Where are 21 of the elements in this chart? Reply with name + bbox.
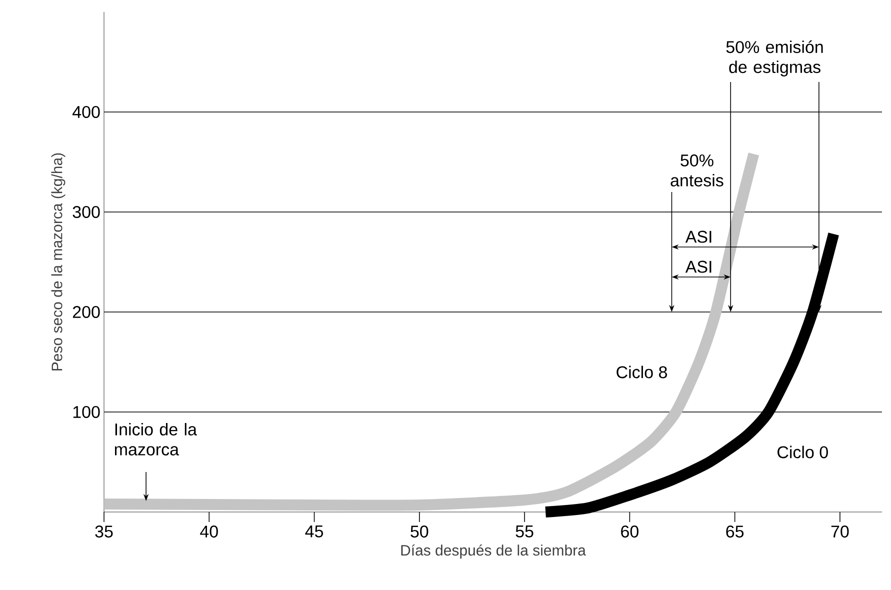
x-tick-label: 50 xyxy=(410,526,428,538)
annotation: Inicio de la mazorca xyxy=(114,422,197,456)
x-tick-label: 60 xyxy=(621,526,638,538)
x-tick-label: 45 xyxy=(305,526,324,538)
series-label: Ciclo 0 xyxy=(778,446,828,458)
annotation: 50% emisión de estigmas xyxy=(726,40,823,76)
y-tick-label: 400 xyxy=(72,106,100,118)
x-axis-title: Días después de la siembra xyxy=(401,544,586,559)
x-tick-label: 55 xyxy=(516,526,534,538)
x-tick-label: 35 xyxy=(95,526,113,538)
annotation: 50% antesis xyxy=(670,154,724,186)
series-label: Ciclo 8 xyxy=(616,366,667,378)
y-tick-label: 300 xyxy=(72,206,100,218)
y-tick-label: 100 xyxy=(73,406,100,418)
annotation: ASI xyxy=(685,260,712,273)
x-tick-label: 65 xyxy=(726,526,744,538)
y-tick-label: 200 xyxy=(72,306,100,318)
x-tick-label: 40 xyxy=(200,526,218,538)
x-tick-label: 70 xyxy=(831,526,849,538)
y-axis-title: Peso seco de la mazorca (kg/ha) xyxy=(51,153,66,370)
annotation: ASI xyxy=(685,230,712,243)
